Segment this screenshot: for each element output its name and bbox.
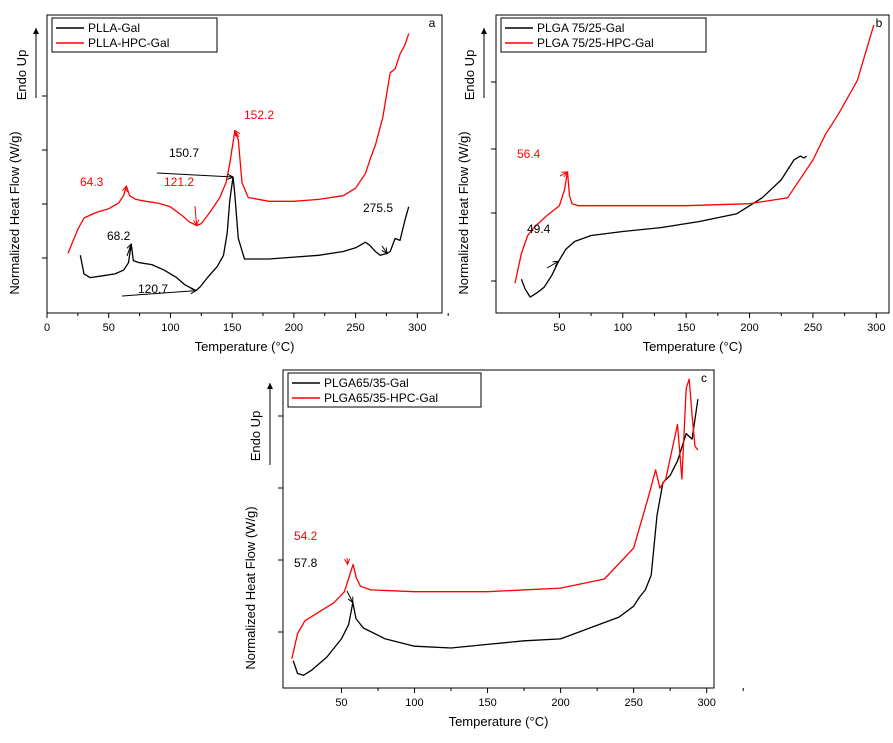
annotation-arrow — [559, 171, 568, 177]
x-tick-label: 300 — [408, 322, 426, 334]
annotation-arrow-head — [347, 596, 354, 604]
x-tick-label: 50 — [335, 697, 347, 709]
x-axis-title: Temperature (°C) — [643, 339, 743, 354]
annotation-arrow — [126, 243, 132, 257]
x-tick-label: 300 — [698, 697, 716, 709]
annotation-label: 54.2 — [294, 529, 318, 543]
endo-up-label: Endo Up — [462, 50, 477, 101]
endo-up-label: Endo Up — [248, 411, 263, 462]
legend-entry: PLLA-HPC-Gal — [88, 36, 169, 50]
legend-box — [500, 17, 707, 53]
legend-entry: PLGA 75/25-HPC-Gal — [537, 36, 654, 50]
plot-frame — [282, 369, 715, 689]
annotation-arrow-head — [561, 171, 569, 178]
annotation-arrow — [381, 245, 388, 254]
annotation-arrow-head — [381, 247, 388, 255]
series-line-0 — [520, 155, 807, 298]
legend-entry: PLGA65/35-HPC-Gal — [324, 391, 438, 405]
legend-entry: PLGA65/35-Gal — [324, 376, 409, 390]
endo-arrow-head — [33, 28, 39, 34]
annotation-label: 120.7 — [138, 282, 168, 296]
annotation-label: 121.2 — [164, 175, 194, 189]
legend-box — [51, 17, 218, 53]
panel-a: 0 50 100 150 200 250 300 Temperature (°C) Normal… — [7, 14, 449, 354]
annotation-label: 64.3 — [80, 175, 104, 189]
annotation-label: 49.4 — [527, 222, 551, 236]
panel-b: 50 100 150 200 250 300 Temperature (°C) Normali… — [456, 14, 890, 354]
annotation-arrow — [346, 590, 354, 603]
plot-frame — [495, 14, 890, 314]
x-tick-label: 100 — [405, 697, 423, 709]
panel-c: 50 100 150 200 250 300 Temperature (°C) Normali… — [243, 369, 744, 729]
annotation-arrow-head — [121, 185, 128, 193]
x-tick-label: 100 — [161, 322, 179, 334]
panel-letter: b — [876, 16, 883, 30]
x-axis-title: Temperature (°C) — [449, 714, 549, 729]
series-line-0 — [79, 176, 410, 292]
x-tick-label: 100 — [614, 322, 632, 334]
x-tick-label: 50 — [553, 322, 565, 334]
x-tick-label: 200 — [551, 697, 569, 709]
x-tick-label: 150 — [223, 322, 241, 334]
annotation-label: 68.2 — [107, 229, 131, 243]
panel-letter: a — [429, 16, 436, 30]
annotation-arrow-head — [193, 219, 200, 227]
annotation-arrow-head — [126, 243, 133, 251]
annotation-label: 57.8 — [294, 556, 318, 570]
legend-entry: PLLA-Gal — [88, 21, 140, 35]
x-tick-label: 300 — [867, 322, 885, 334]
x-tick-label: 150 — [677, 322, 695, 334]
annotation-arrow — [234, 130, 240, 138]
series-line-1 — [514, 24, 875, 284]
endo-up-label: Endo Up — [14, 50, 29, 101]
y-axis-title: Normalized Heat Flow (W/g) — [243, 506, 258, 669]
x-axis-title: Temperature (°C) — [195, 339, 295, 354]
x-tick-label: 0 — [44, 322, 50, 334]
legend-entry: PLGA 75/25-Gal — [537, 21, 624, 35]
x-tick-label: 200 — [740, 322, 758, 334]
annotation-label: 56.4 — [517, 147, 541, 161]
annotation-arrow-head — [552, 260, 560, 267]
annotation-arrow-head — [234, 129, 241, 137]
annotation-arrow-head — [344, 558, 351, 566]
x-tick-label: 50 — [103, 322, 115, 334]
y-axis-title: Normalized Heat Flow (W/g) — [7, 131, 22, 294]
endo-arrow-head — [481, 28, 487, 34]
annotation-arrow-head — [227, 173, 235, 180]
series-line-1 — [291, 378, 699, 660]
x-tick-label: 150 — [478, 697, 496, 709]
endo-arrow-head — [267, 383, 273, 389]
x-tick-label: 200 — [285, 322, 303, 334]
annotation-arrow-head — [190, 287, 198, 295]
annotation-label: 150.7 — [169, 146, 199, 160]
annotation-arrow — [123, 186, 127, 195]
annotation-label: 275.5 — [363, 201, 393, 215]
annotation-arrow — [546, 260, 559, 269]
x-tick-label: 250 — [624, 697, 642, 709]
series-line-1 — [67, 33, 410, 254]
annotation-arrow — [194, 205, 198, 226]
annotation-arrow — [121, 290, 197, 297]
legend-box — [287, 372, 482, 408]
plot-frame — [46, 14, 443, 314]
annotation-label: 152.2 — [244, 108, 274, 122]
panel-letter: c — [701, 371, 707, 385]
x-tick-label: 250 — [346, 322, 364, 334]
y-axis-title: Normalized Heat Flow (W/g) — [456, 131, 471, 294]
annotation-arrow — [156, 172, 234, 178]
x-tick-label: 250 — [804, 322, 822, 334]
